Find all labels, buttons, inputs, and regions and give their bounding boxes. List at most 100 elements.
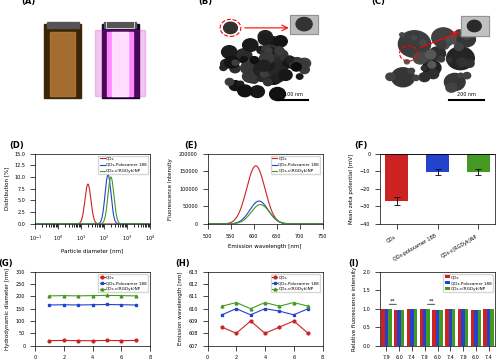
- Circle shape: [283, 60, 290, 66]
- Bar: [448, 309, 452, 346]
- Text: 200 nm: 200 nm: [457, 92, 475, 97]
- Circle shape: [424, 53, 433, 61]
- Bar: [484, 309, 487, 346]
- Bar: [462, 309, 465, 346]
- Circle shape: [284, 57, 298, 68]
- Circle shape: [258, 64, 268, 73]
- Circle shape: [290, 58, 304, 70]
- Circle shape: [446, 36, 454, 43]
- Bar: [432, 310, 436, 346]
- Bar: [426, 154, 449, 172]
- Text: **: **: [428, 299, 434, 304]
- Circle shape: [438, 57, 444, 62]
- Legend: QDs, QDs-Poloxamer 188, QDs-c(RGDyk)NP: QDs, QDs-Poloxamer 188, QDs-c(RGDyk)NP: [271, 274, 320, 292]
- Bar: [470, 310, 474, 346]
- Bar: [46, 22, 78, 28]
- Circle shape: [386, 73, 395, 81]
- Circle shape: [238, 85, 252, 97]
- Circle shape: [262, 43, 277, 56]
- Circle shape: [426, 50, 436, 59]
- Bar: [420, 309, 423, 346]
- Bar: [401, 310, 404, 346]
- Circle shape: [250, 86, 264, 98]
- Text: 100 nm: 100 nm: [284, 92, 302, 97]
- Circle shape: [454, 43, 464, 50]
- Circle shape: [240, 57, 248, 63]
- Circle shape: [258, 63, 274, 76]
- Circle shape: [260, 54, 268, 61]
- Circle shape: [264, 61, 279, 74]
- Circle shape: [244, 56, 254, 64]
- Circle shape: [465, 60, 474, 67]
- Circle shape: [266, 64, 274, 71]
- Circle shape: [260, 51, 266, 56]
- Circle shape: [257, 46, 266, 54]
- Circle shape: [457, 32, 475, 47]
- Circle shape: [252, 78, 258, 83]
- Y-axis label: Emission wavelength [nm]: Emission wavelength [nm]: [178, 272, 183, 346]
- Circle shape: [242, 71, 256, 82]
- Circle shape: [266, 55, 281, 67]
- Circle shape: [270, 87, 285, 100]
- Circle shape: [220, 65, 227, 71]
- Circle shape: [258, 34, 272, 45]
- Circle shape: [222, 46, 237, 58]
- Circle shape: [279, 69, 292, 80]
- Circle shape: [258, 31, 272, 42]
- Circle shape: [260, 71, 268, 77]
- Y-axis label: Distribution [%]: Distribution [%]: [4, 167, 9, 210]
- Legend: QDs, QDs-Poloxamer 188, QDs-c(RGDyk)NP: QDs, QDs-Poloxamer 188, QDs-c(RGDyk)NP: [271, 156, 320, 174]
- Circle shape: [444, 73, 465, 91]
- Circle shape: [258, 60, 270, 71]
- Circle shape: [261, 59, 268, 65]
- Circle shape: [446, 47, 474, 70]
- Bar: [460, 15, 489, 36]
- Circle shape: [263, 62, 269, 67]
- Text: (G): (G): [0, 259, 13, 268]
- Bar: [290, 15, 318, 33]
- Text: (A): (A): [21, 0, 35, 6]
- Circle shape: [266, 68, 273, 73]
- Text: (E): (E): [184, 141, 198, 150]
- Circle shape: [247, 58, 262, 69]
- Circle shape: [298, 58, 310, 68]
- Circle shape: [260, 52, 274, 64]
- Bar: [436, 310, 439, 346]
- Legend: QDs, QDs-Poloxamer 188, QDs-c(RGDyk)NP: QDs, QDs-Poloxamer 188, QDs-c(RGDyk)NP: [444, 274, 493, 292]
- Circle shape: [428, 69, 438, 78]
- Circle shape: [258, 71, 270, 81]
- Bar: [385, 154, 408, 201]
- Circle shape: [432, 28, 455, 47]
- Circle shape: [254, 64, 268, 76]
- Y-axis label: Fluorescence Intensity: Fluorescence Intensity: [168, 158, 173, 220]
- Circle shape: [264, 57, 277, 68]
- Circle shape: [446, 58, 452, 62]
- Circle shape: [274, 57, 280, 62]
- Circle shape: [224, 22, 237, 33]
- Circle shape: [300, 61, 308, 68]
- Circle shape: [436, 41, 446, 48]
- Circle shape: [259, 62, 273, 73]
- Bar: [394, 310, 398, 346]
- Bar: [50, 32, 75, 96]
- X-axis label: Particle diameter [nm]: Particle diameter [nm]: [62, 248, 124, 253]
- Bar: [426, 309, 430, 346]
- Circle shape: [260, 59, 274, 71]
- Circle shape: [276, 50, 284, 57]
- Bar: [467, 154, 490, 172]
- Bar: [452, 309, 456, 346]
- Circle shape: [463, 72, 470, 79]
- Bar: [44, 24, 81, 98]
- Bar: [381, 309, 384, 346]
- Circle shape: [456, 30, 463, 36]
- Bar: [398, 310, 401, 346]
- Circle shape: [274, 36, 287, 47]
- Circle shape: [457, 58, 467, 67]
- Circle shape: [224, 56, 239, 68]
- Circle shape: [274, 60, 288, 72]
- Circle shape: [412, 75, 419, 81]
- Text: a: a: [46, 15, 51, 21]
- Circle shape: [240, 63, 254, 74]
- Circle shape: [450, 35, 460, 44]
- Circle shape: [252, 60, 265, 71]
